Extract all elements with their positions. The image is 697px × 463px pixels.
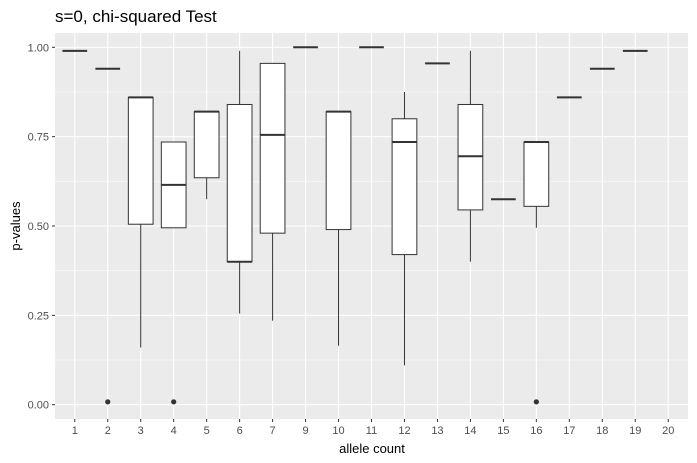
box [259,62,286,234]
box [523,141,550,207]
x-axis-title: allele count [339,441,405,456]
chart-title: s=0, chi-squared Test [55,7,217,26]
x-tick-label: 18 [596,425,608,437]
x-tick-label: 14 [464,425,476,437]
x-axis: 1 2 3 4 5 6 7 9 10 11 12 13 14 15 16 17 18 19 20 [72,419,674,437]
y-axis: 0.00 0.25 0.50 0.75 1.00 [28,42,55,412]
x-tick-label: 12 [398,425,410,437]
x-tick-label: 4 [171,425,177,437]
y-tick-label: 0.75 [28,132,49,144]
x-tick-label: 6 [237,425,243,437]
x-tick-label: 16 [530,425,542,437]
outlier-point [533,399,539,405]
x-tick-label: 3 [138,425,144,437]
x-tick-label: 17 [563,425,575,437]
box-group [127,96,154,348]
x-tick-label: 9 [303,425,309,437]
outlier-point [171,399,177,405]
box-group [193,110,220,200]
x-tick-label: 1 [72,425,78,437]
box-group [226,50,253,314]
box-group [325,110,352,346]
x-tick-label: 7 [270,425,276,437]
y-tick-label: 0.50 [28,221,49,233]
x-tick-label: 11 [366,425,377,437]
box [391,118,418,256]
x-tick-label: 15 [497,425,509,437]
outlier-point [105,399,111,405]
box-group [160,141,187,405]
box [127,96,154,225]
y-tick-label: 0.25 [28,310,49,322]
y-tick-label: 1.00 [28,42,49,54]
x-tick-label: 10 [332,425,344,437]
x-tick-label: 2 [105,425,111,437]
box-group [95,67,121,405]
box-group [523,141,550,405]
box [226,103,253,263]
y-tick-label: 0.00 [28,400,49,412]
box-series [62,46,648,405]
box-group [259,62,286,321]
box-group [457,50,484,262]
box [193,111,220,179]
box-group [391,91,418,366]
x-tick-label: 5 [204,425,210,437]
x-tick-label: 13 [431,425,443,437]
x-tick-label: 20 [662,425,674,437]
x-tick-label: 19 [629,425,641,437]
y-axis-title: p-values [8,201,23,251]
box [325,111,352,231]
